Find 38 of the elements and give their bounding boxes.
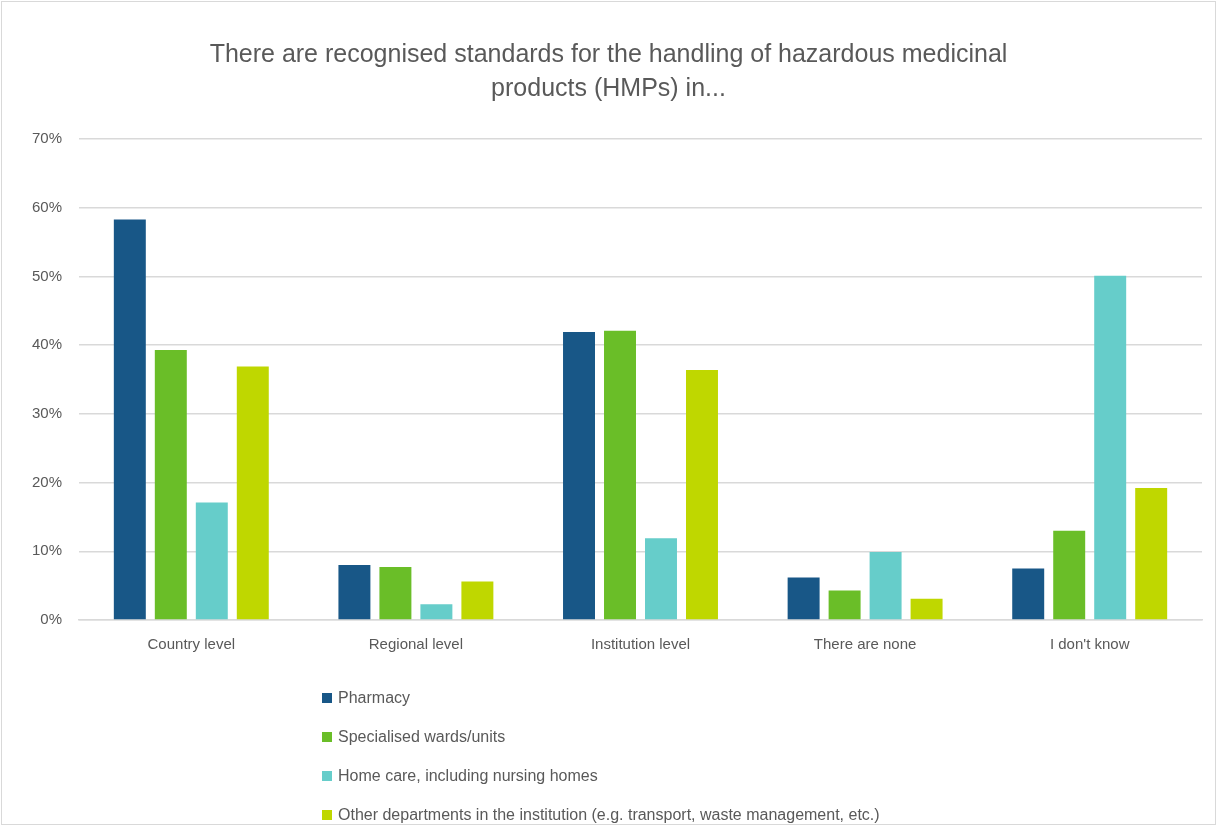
- bar: [787, 577, 820, 620]
- bar: [420, 604, 453, 620]
- y-tick-label: 10%: [31, 541, 62, 559]
- y-tick-label: 60%: [31, 197, 62, 215]
- y-tick-label: 70%: [31, 129, 62, 147]
- bar: [379, 567, 412, 620]
- x-tick-label: Regional level: [368, 635, 464, 653]
- bar: [604, 330, 636, 620]
- bar: [461, 581, 494, 620]
- bar: [338, 565, 371, 620]
- bar: [113, 219, 146, 620]
- legend-label: Pharmacy: [338, 688, 411, 707]
- bar: [869, 551, 902, 620]
- y-tick-label: 20%: [31, 472, 62, 490]
- legend-label: Home care, including nursing homes: [338, 766, 598, 785]
- y-tick-label: 0%: [40, 610, 62, 628]
- chart-title: There are recognised standards for the handling of hazardous medicinal products (HMPs) in...: [208, 38, 1009, 103]
- bar: [910, 598, 943, 620]
- bar: [645, 538, 677, 620]
- x-tick-label: I don't know: [1049, 635, 1130, 653]
- x-tick-label: There are none: [813, 635, 917, 653]
- y-tick-label: 40%: [31, 335, 62, 353]
- bar: [828, 590, 861, 620]
- bar: [195, 502, 228, 620]
- bar: [154, 349, 187, 620]
- x-tick-label: Country level: [147, 635, 236, 653]
- bar: [1135, 488, 1168, 620]
- y-tick-label: 50%: [31, 266, 62, 284]
- bar: [1012, 568, 1045, 620]
- y-tick-label: 30%: [31, 404, 62, 421]
- bar: [1053, 530, 1086, 620]
- x-tick-label: Institution level: [590, 635, 691, 653]
- bar: [236, 366, 269, 620]
- bar: [563, 332, 595, 620]
- legend-label: Other departments in the institution (e.g. transport, waste management, etc.): [338, 805, 880, 824]
- legend-label: Specialised wards/units: [338, 727, 506, 746]
- bar: [686, 369, 718, 620]
- bar: [1094, 275, 1127, 620]
